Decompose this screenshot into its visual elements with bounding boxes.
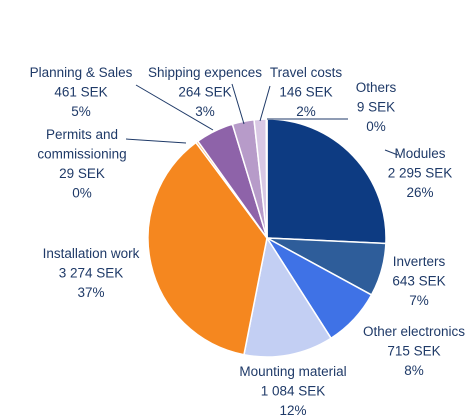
slice-label-installation-work: Installation work 3 274 SEK 37%: [43, 246, 140, 300]
slice-label-planning-and-sales: Planning & Sales 461 SEK 5%: [30, 65, 133, 119]
pie-slice-mounting-material: [243, 237, 332, 358]
pie-slice-others: [265, 118, 268, 239]
slice-name-mounting-material: Mounting material: [239, 364, 346, 379]
leader-line-shipping-expences: [231, 83, 245, 125]
slice-value-inverters: 643 SEK: [392, 274, 445, 289]
slice-value-mounting-material: 1 084 SEK: [261, 384, 326, 399]
slice-value-other-electronics: 715 SEK: [387, 344, 440, 359]
leader-line-permits-and-commissioning: [125, 138, 187, 144]
slice-label-mounting-material: Mounting material 1 084 SEK 12%: [239, 364, 346, 418]
slice-value-others: 9 SEK: [357, 100, 395, 115]
slice-value-planning-and-sales: 461 SEK: [54, 85, 107, 100]
slice-label-modules: Modules 2 295 SEK 26%: [388, 146, 453, 200]
pie-slice-installation-work: [147, 141, 268, 356]
slice-percent-permits-and-commissioning: 0%: [72, 186, 92, 201]
slice-labels: Modules 2 295 SEK 26% Inverters 643 SEK 7% Oth…: [30, 65, 466, 418]
slice-name-permits-and-commissioning: commissioning: [37, 147, 126, 162]
slice-name-inverters: Inverters: [393, 254, 446, 269]
slice-percent-inverters: 7%: [409, 293, 429, 308]
slice-percent-travel-costs: 2%: [296, 104, 316, 119]
leader-line-modules: [384, 149, 399, 156]
pie-slice-modules: [266, 118, 387, 245]
slice-percent-modules: 26%: [406, 185, 433, 200]
slice-percent-shipping-expences: 3%: [195, 104, 215, 119]
slice-value-permits-and-commissioning: 29 SEK: [59, 166, 105, 181]
slice-label-travel-costs: Travel costs 146 SEK 2%: [270, 65, 343, 119]
slice-percent-other-electronics: 8%: [404, 363, 424, 378]
slice-name-modules: Modules: [394, 146, 445, 161]
slice-percent-planning-and-sales: 5%: [71, 104, 91, 119]
slice-label-inverters: Inverters 643 SEK 7%: [392, 254, 445, 308]
slice-value-shipping-expences: 264 SEK: [178, 85, 231, 100]
slice-percent-others: 0%: [366, 119, 386, 134]
slice-percent-installation-work: 37%: [77, 285, 104, 300]
leader-lines: [125, 83, 399, 156]
slice-label-shipping-expences: Shipping expences 264 SEK 3%: [148, 65, 262, 119]
slice-name-others: Others: [356, 80, 397, 95]
slice-name-travel-costs: Travel costs: [270, 65, 343, 80]
slice-value-modules: 2 295 SEK: [388, 166, 453, 181]
slice-name-installation-work: Installation work: [43, 246, 140, 261]
slice-label-permits-and-commissioning: Permits and commissioning 29 SEK 0%: [37, 127, 126, 201]
slice-label-others: Others 9 SEK 0%: [356, 80, 397, 134]
leader-line-travel-costs: [259, 85, 271, 122]
slice-name-planning-and-sales: Planning & Sales: [30, 65, 133, 80]
slice-name-shipping-expences: Shipping expences: [148, 65, 262, 80]
slice-label-other-electronics: Other electronics 715 SEK 8%: [363, 324, 465, 378]
slice-value-travel-costs: 146 SEK: [279, 85, 332, 100]
slice-value-installation-work: 3 274 SEK: [59, 266, 124, 281]
leader-line-planning-and-sales: [135, 84, 214, 131]
slice-name-permits-and-commissioning: Permits and: [46, 127, 118, 142]
slice-percent-mounting-material: 12%: [279, 403, 306, 418]
slice-name-other-electronics: Other electronics: [363, 324, 465, 339]
pie-slices: [147, 118, 387, 358]
